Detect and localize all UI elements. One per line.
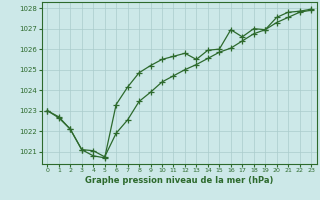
X-axis label: Graphe pression niveau de la mer (hPa): Graphe pression niveau de la mer (hPa) [85, 176, 273, 185]
